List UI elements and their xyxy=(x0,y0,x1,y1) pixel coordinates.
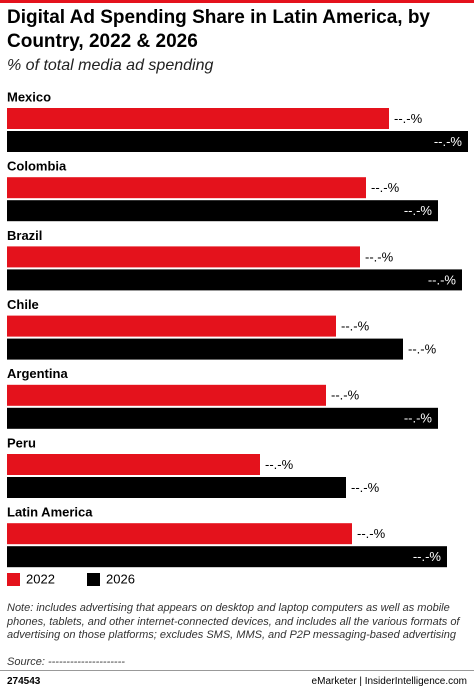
value-label: --.-% xyxy=(357,526,386,541)
category-label: Argentina xyxy=(7,366,68,381)
legend-swatch xyxy=(7,573,20,586)
category-label: Brazil xyxy=(7,228,42,243)
bar xyxy=(7,269,462,291)
bar xyxy=(7,315,336,337)
bar xyxy=(7,454,260,475)
footer-rule xyxy=(0,670,474,671)
value-label: --.-% xyxy=(265,457,294,472)
legend-label: 2026 xyxy=(106,571,135,586)
category-label: Chile xyxy=(7,297,39,312)
bar xyxy=(7,407,438,429)
note: Note: includes advertising that appears … xyxy=(7,602,460,641)
bar xyxy=(7,477,346,498)
category-label: Colombia xyxy=(7,159,67,174)
category-label: Latin America xyxy=(7,505,93,520)
value-label: --.-% xyxy=(331,388,360,403)
bar xyxy=(7,177,366,199)
chart-title: Digital Ad Spending Share in Latin Ameri… xyxy=(7,7,430,52)
category-label: Mexico xyxy=(7,89,51,104)
bar xyxy=(7,338,403,360)
value-label: --.-% xyxy=(365,249,394,264)
bar xyxy=(7,246,360,268)
source: Source: --------------------- xyxy=(7,656,125,668)
value-label: --.-% xyxy=(404,411,433,426)
value-label: --.-% xyxy=(413,549,442,564)
value-label: --.-% xyxy=(408,342,437,357)
footer: eMarketer | InsiderIntelligence.com xyxy=(311,676,467,687)
bar xyxy=(7,384,326,406)
value-label: --.-% xyxy=(351,480,380,495)
value-label: --.-% xyxy=(404,203,433,218)
value-label: --.-% xyxy=(371,180,400,195)
chart-subtitle: % of total media ad spending xyxy=(7,57,214,74)
top-bar xyxy=(0,0,474,3)
bar xyxy=(7,108,389,129)
bar xyxy=(7,523,352,545)
value-label: --.-% xyxy=(428,272,457,287)
bar xyxy=(7,131,468,152)
legend-swatch xyxy=(87,573,100,586)
value-label: --.-% xyxy=(394,111,423,126)
chart: Mexico --.-% --.-% Colombia --.-% --.-% Brazil… xyxy=(7,89,468,586)
bar xyxy=(7,546,447,568)
chart-id: 274543 xyxy=(7,676,41,687)
bar xyxy=(7,200,438,222)
value-label: --.-% xyxy=(434,134,463,149)
category-label: Peru xyxy=(7,435,36,450)
value-label: --.-% xyxy=(341,319,370,334)
legend-label: 2022 xyxy=(26,571,55,586)
